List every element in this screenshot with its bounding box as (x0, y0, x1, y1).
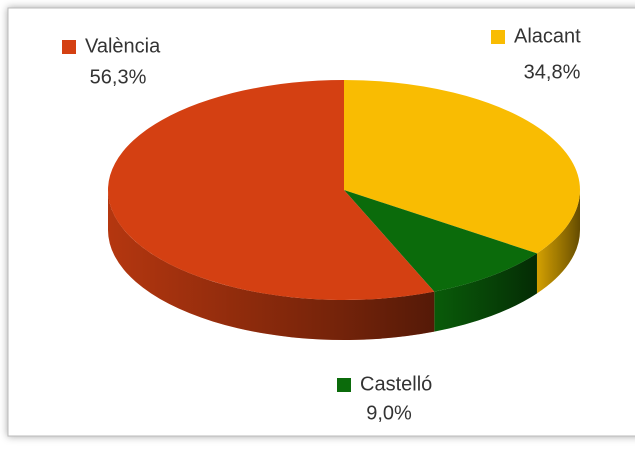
legend-swatch (491, 30, 505, 44)
slice (107, 80, 435, 300)
value-label: 56,3% (90, 66, 147, 88)
category-label: Alacant (514, 25, 581, 47)
category-label: Castelló (360, 373, 432, 395)
side-shade (108, 190, 435, 340)
side-shade (536, 190, 580, 294)
slice (344, 80, 581, 254)
value-label: 34,8% (524, 61, 581, 83)
category-label: València (85, 35, 161, 57)
legend-swatch (337, 378, 351, 392)
labels: Alacant 34,8% Castelló 9,0% València 56,3% (62, 25, 581, 424)
slice (344, 190, 537, 292)
value-label: 9,0% (366, 402, 412, 424)
side-shade (434, 253, 537, 332)
pie (107, 80, 581, 340)
legend-swatch (62, 40, 76, 54)
